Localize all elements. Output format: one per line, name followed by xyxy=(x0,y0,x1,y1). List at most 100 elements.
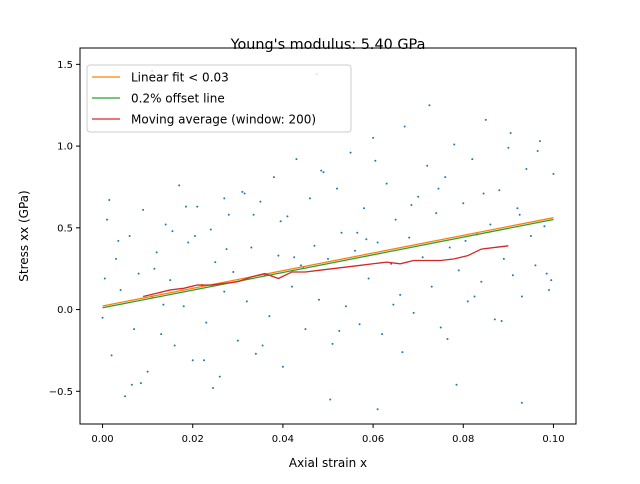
scatter-point xyxy=(187,241,190,244)
scatter-point xyxy=(345,305,348,308)
scatter-point xyxy=(484,118,487,121)
scatter-point xyxy=(493,318,496,321)
scatter-point xyxy=(173,344,176,347)
scatter-point xyxy=(448,246,451,249)
scatter-point xyxy=(552,172,555,175)
legend-label: Linear fit < 0.03 xyxy=(131,71,229,85)
scatter-point xyxy=(376,241,379,244)
scatter-point xyxy=(500,320,503,323)
scatter-point xyxy=(272,176,275,179)
scatter-point xyxy=(430,285,433,288)
scatter-point xyxy=(327,257,329,260)
scatter-point xyxy=(223,290,226,293)
scatter-point xyxy=(115,257,118,260)
scatter-point xyxy=(137,272,140,275)
scatter-point xyxy=(336,187,339,190)
scatter-point xyxy=(290,285,293,288)
scatter-point xyxy=(162,303,165,306)
scatter-point xyxy=(103,277,106,280)
scatter-point xyxy=(169,279,172,282)
scatter-point xyxy=(182,305,185,308)
series-line xyxy=(102,218,554,309)
y-tick-label: 1.0 xyxy=(57,142,73,153)
scatter-point xyxy=(518,213,521,216)
scatter-point xyxy=(439,326,442,329)
scatter-point xyxy=(160,333,163,336)
scatter-point xyxy=(444,176,447,179)
scatter-point xyxy=(538,140,541,143)
scatter-point xyxy=(191,359,194,362)
scatter-point xyxy=(295,158,298,161)
scatter-point xyxy=(117,239,120,242)
x-axis: 0.00 0.02 0.04 0.06 0.08 0.10 xyxy=(91,424,565,445)
scatter-point xyxy=(437,187,440,190)
scatter-point xyxy=(146,370,149,373)
scatter-point xyxy=(299,264,302,267)
scatter-point xyxy=(455,383,458,386)
y-tick-label: 0.5 xyxy=(57,223,73,234)
scatter-point xyxy=(392,303,395,306)
scatter-point xyxy=(466,300,469,303)
scatter-point xyxy=(124,395,127,398)
scatter-point xyxy=(171,230,174,233)
scatter-point xyxy=(133,328,136,331)
scatter-point xyxy=(203,359,205,362)
scatter-point xyxy=(279,220,282,223)
y-tick-label: 1.5 xyxy=(57,60,73,71)
scatter-point xyxy=(480,280,483,283)
scatter-point xyxy=(196,205,199,208)
scatter-point xyxy=(155,251,158,254)
scatter-point xyxy=(473,295,476,298)
scatter-point xyxy=(259,200,262,203)
scatter-point xyxy=(308,197,311,200)
scatter-point xyxy=(241,190,244,193)
scatter-point xyxy=(281,365,284,368)
scatter-point xyxy=(410,203,413,206)
scatter-point xyxy=(261,344,264,347)
scatter-point xyxy=(365,238,368,241)
scatter-point xyxy=(250,246,253,249)
y-tick-label: 0.0 xyxy=(57,305,73,316)
x-tick-label: 0.04 xyxy=(272,434,294,445)
scatter-point xyxy=(529,235,532,237)
scatter-point xyxy=(403,125,406,128)
scatter-point xyxy=(399,293,402,296)
scatter-point xyxy=(218,375,221,378)
x-tick-label: 0.10 xyxy=(542,434,564,445)
scatter-point xyxy=(268,315,271,318)
scatter-point xyxy=(421,256,424,259)
scatter-point xyxy=(372,136,375,139)
scatter-point xyxy=(374,159,377,162)
x-tick-label: 0.08 xyxy=(452,434,474,445)
scatter-point xyxy=(426,164,429,167)
scatter-point xyxy=(502,257,505,260)
series-lines xyxy=(102,217,554,309)
scatter-point xyxy=(507,146,510,149)
scatter-point xyxy=(119,288,122,291)
scatter-point xyxy=(412,311,415,314)
scatter-point xyxy=(128,235,131,237)
scatter-point xyxy=(376,408,379,411)
scatter-point xyxy=(225,248,228,251)
scatter-point xyxy=(340,231,343,234)
scatter-point xyxy=(543,225,546,228)
scatter-points xyxy=(101,69,555,411)
scatter-point xyxy=(408,236,411,239)
y-tick-label: −0.5 xyxy=(49,387,73,398)
scatter-point xyxy=(101,316,104,319)
scatter-point xyxy=(209,228,212,231)
scatter-point xyxy=(322,171,325,174)
x-tick-label: 0.02 xyxy=(182,434,204,445)
scatter-point xyxy=(106,218,109,221)
scatter-point xyxy=(363,207,366,210)
scatter-point xyxy=(232,270,235,273)
scatter-point xyxy=(214,261,217,264)
scatter-point xyxy=(525,167,528,170)
scatter-point xyxy=(516,207,519,210)
scatter-point xyxy=(254,352,257,355)
scatter-point xyxy=(223,197,226,200)
y-axis-label: Stress xx (GPa) xyxy=(17,190,31,281)
scatter-point xyxy=(417,195,420,198)
series-line xyxy=(142,245,509,298)
